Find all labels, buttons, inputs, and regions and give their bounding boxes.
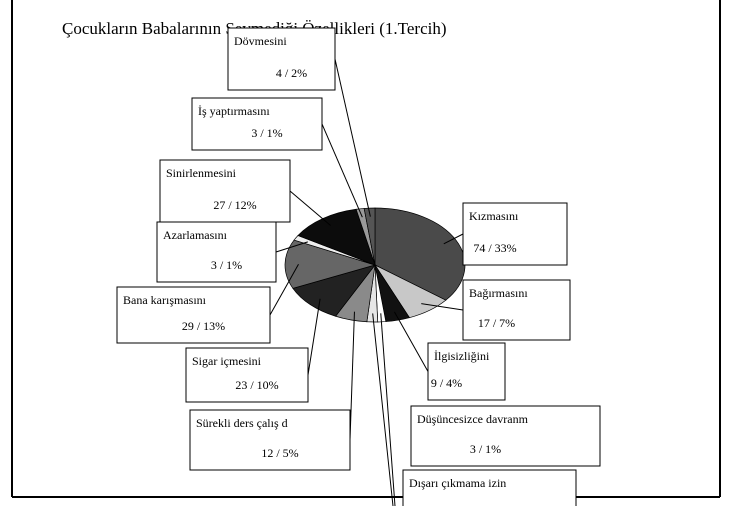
category-label: Sinirlenmesini xyxy=(166,166,237,180)
category-label: İlgisizliğini xyxy=(434,349,490,363)
leader-line xyxy=(443,233,464,245)
category-label: Bana karışmasını xyxy=(123,293,207,307)
leader-line xyxy=(269,264,299,316)
value-label: 9 / 4% xyxy=(431,376,462,390)
label-box xyxy=(189,409,351,471)
value-label: 4 / 2% xyxy=(276,66,307,80)
category-label: Sigar içmesini xyxy=(192,354,262,368)
pie-slice xyxy=(374,207,466,301)
value-label: 12 / 5% xyxy=(261,446,298,460)
label-box xyxy=(427,342,506,401)
label-box xyxy=(227,27,336,91)
value-label: 3 / 1% xyxy=(470,442,501,456)
label-box xyxy=(410,405,601,467)
value-label: 29 / 13% xyxy=(182,319,225,333)
category-label: Dövmesini xyxy=(234,34,287,48)
value-label: 3 / 1% xyxy=(211,258,242,272)
pie-slice xyxy=(363,207,376,266)
label-box xyxy=(185,347,309,403)
leader-line xyxy=(334,58,371,217)
category-label: İş yaptırmasını xyxy=(198,104,270,118)
value-label: 3 / 1% xyxy=(251,126,282,140)
leader-line xyxy=(349,311,355,441)
label-box xyxy=(462,202,568,266)
leader-line xyxy=(421,303,464,311)
leader-line xyxy=(372,313,394,506)
label-box xyxy=(159,159,291,223)
leader-line xyxy=(321,123,363,218)
label-box xyxy=(191,97,323,151)
category-label: Sürekli ders çalış d xyxy=(196,416,288,430)
leader-line xyxy=(307,298,321,376)
value-label: 27 / 12% xyxy=(213,198,256,212)
value-label: 17 / 7% xyxy=(478,316,515,330)
value-label: 23 / 10% xyxy=(235,378,278,392)
category-label: Kızmasını xyxy=(469,209,519,223)
label-box xyxy=(402,469,577,506)
category-label: Düşüncesizce davranm xyxy=(417,412,529,426)
label-box xyxy=(116,286,271,344)
value-label: 74 / 33% xyxy=(473,241,516,255)
label-box xyxy=(156,221,277,283)
leader-line xyxy=(380,313,396,506)
label-box xyxy=(462,279,571,341)
leader-line xyxy=(393,311,429,372)
category-label: Azarlamasını xyxy=(163,228,228,242)
leader-line xyxy=(289,190,331,226)
category-label: Dışarı çıkmama izin xyxy=(409,476,506,490)
leader-line xyxy=(275,241,308,253)
pie-slice xyxy=(284,239,377,289)
category-label: Bağırmasını xyxy=(469,286,528,300)
